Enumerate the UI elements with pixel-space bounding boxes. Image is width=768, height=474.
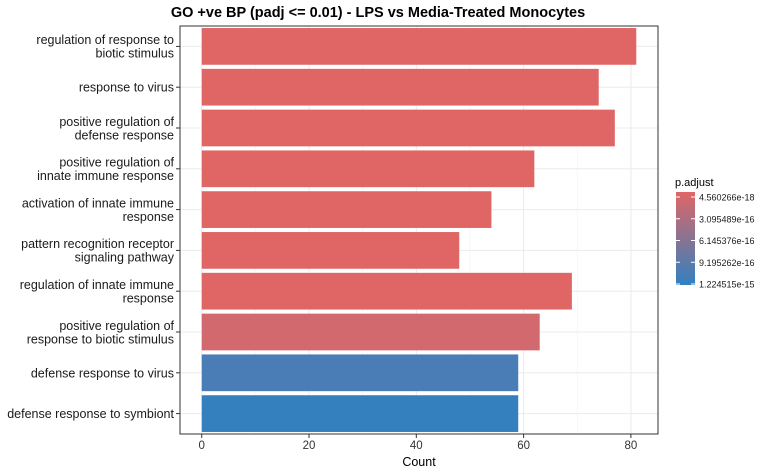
legend-colorbar bbox=[676, 192, 695, 285]
legend-label: 3.095489e-16 bbox=[699, 214, 755, 224]
legend: p.adjust 4.560266e-18 3.095489e-16 6.14537… bbox=[675, 177, 755, 290]
y-axis-labels: regulation of response to biotic stimulus… bbox=[7, 33, 180, 421]
bar bbox=[201, 150, 535, 188]
legend-label: 6.145376e-16 bbox=[699, 236, 755, 246]
y-tick-label: regulation of response to biotic stimulus bbox=[36, 33, 174, 61]
y-tick-label: defense response to symbiont bbox=[7, 407, 174, 421]
bar bbox=[201, 272, 572, 310]
bar bbox=[201, 395, 519, 432]
x-axis-ticks: 0 20 40 60 80 bbox=[199, 434, 638, 452]
legend-label: 4.560266e-18 bbox=[699, 193, 755, 203]
x-tick-label: 60 bbox=[517, 440, 530, 452]
bar bbox=[201, 191, 492, 228]
bar-layer bbox=[201, 28, 637, 432]
y-tick-label: regulation of innate immune response bbox=[20, 278, 174, 306]
legend-labels: 4.560266e-18 3.095489e-16 6.145376e-16 9.19… bbox=[676, 193, 755, 290]
chart-title: GO +ve BP (padj <= 0.01) - LPS vs Media-… bbox=[171, 5, 585, 21]
plot-border bbox=[179, 25, 659, 435]
bar bbox=[201, 109, 615, 147]
y-tick-label: activation of innate immune response bbox=[22, 196, 174, 224]
legend-label: 1.224515e-15 bbox=[699, 280, 755, 290]
y-tick-label: positive regulation of response to biotic… bbox=[27, 319, 175, 347]
y-tick-label: pattern recognition receptor signaling pa… bbox=[21, 237, 175, 265]
x-tick-label: 80 bbox=[625, 440, 638, 452]
x-tick-label: 40 bbox=[410, 440, 423, 452]
bar bbox=[201, 313, 540, 351]
y-tick-label: defense response to virus bbox=[31, 366, 174, 380]
bar bbox=[201, 28, 637, 65]
legend-label: 9.195262e-16 bbox=[699, 258, 755, 268]
legend-title: p.adjust bbox=[675, 177, 714, 189]
y-tick-label: positive regulation of innate immune resp… bbox=[37, 156, 174, 184]
bar bbox=[201, 232, 460, 269]
x-tick-label: 0 bbox=[199, 440, 205, 452]
x-tick-label: 20 bbox=[303, 440, 316, 452]
y-tick-label: response to virus bbox=[79, 81, 174, 95]
bar bbox=[201, 68, 599, 106]
x-axis-title: Count bbox=[402, 455, 436, 469]
y-tick-label: positive regulation of defense response bbox=[59, 115, 174, 143]
plot-panel bbox=[179, 25, 659, 435]
bar bbox=[201, 354, 519, 392]
